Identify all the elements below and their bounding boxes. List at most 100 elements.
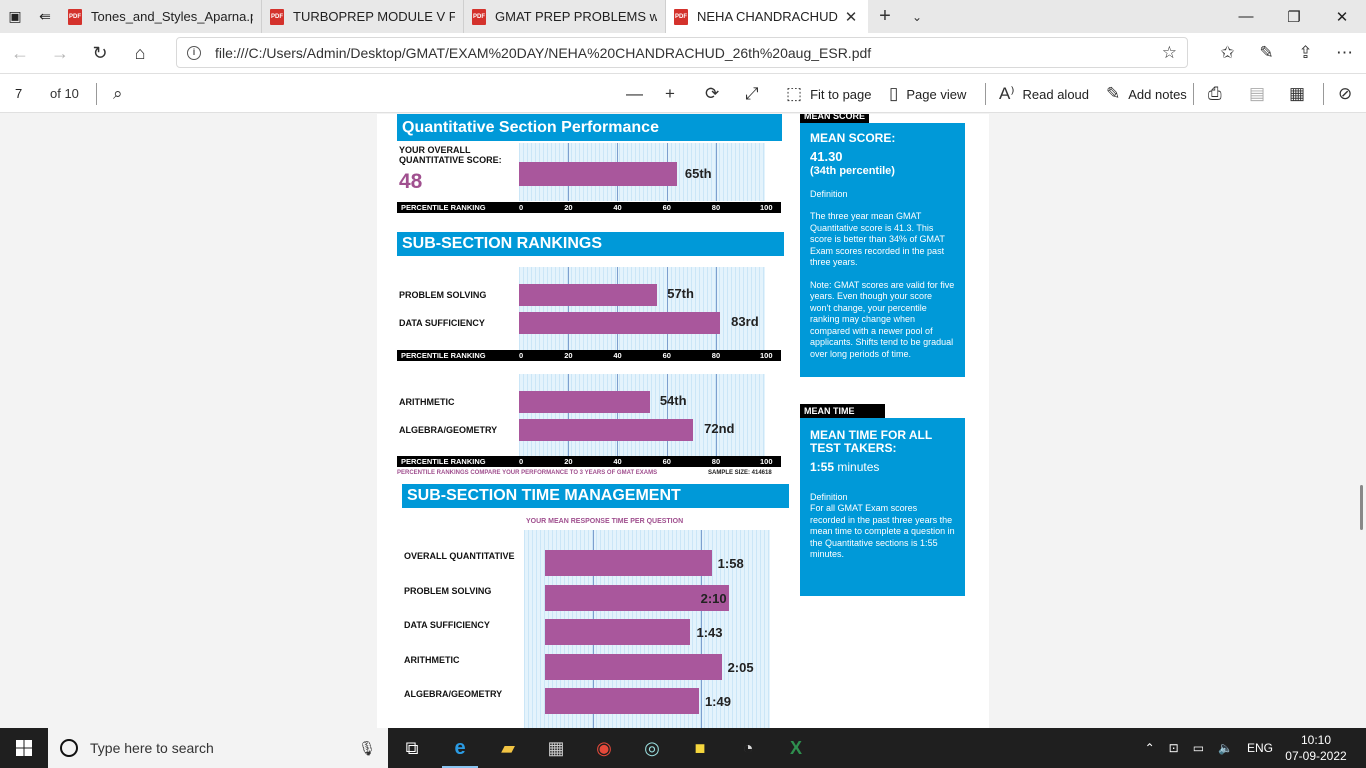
gridline — [617, 374, 619, 456]
new-tab-button[interactable]: + — [879, 5, 891, 27]
microphone-icon[interactable]: 🎙 — [358, 739, 376, 756]
fullscreen-icon[interactable]: ⤢ — [745, 84, 759, 103]
gridline — [701, 530, 703, 728]
mean-score-value: 41.30 — [810, 149, 843, 164]
pdf-icon: PDF — [270, 8, 284, 25]
axis-tick-label: 20 — [564, 351, 573, 360]
restore-icon[interactable]: ❐ — [1287, 8, 1301, 26]
tab-title: Tones_and_Styles_Aparna.pc — [91, 9, 253, 24]
forward-icon[interactable]: → — [51, 42, 69, 63]
notification-app-icon[interactable]: ⊡ — [1168, 741, 1179, 755]
more-icon[interactable]: ⋯ — [1336, 43, 1353, 62]
time-bar-label: 1:49 — [704, 694, 731, 709]
task-view-icon[interactable]: ⧉ — [405, 737, 419, 758]
time-row-label: PROBLEM SOLVING — [404, 585, 492, 596]
volume-icon[interactable]: 🔈 — [1218, 741, 1233, 755]
time-bar — [545, 688, 699, 714]
save-icon[interactable]: ▤ — [1249, 84, 1266, 103]
calculator-icon[interactable]: ▦ — [547, 737, 565, 758]
tab-2[interactable]: PDF TURBOPREP MODULE V FO — [262, 0, 464, 33]
back-icon[interactable]: ← — [11, 42, 29, 63]
time-bar — [545, 584, 729, 611]
language-indicator[interactable]: ENG — [1246, 741, 1273, 755]
info-icon[interactable]: i — [187, 45, 201, 60]
favorites-icon[interactable]: ✩ — [1220, 43, 1235, 62]
favorite-star-icon[interactable]: ☆ — [1161, 43, 1177, 62]
zoom-out-icon[interactable]: — — [626, 84, 643, 103]
file-explorer-icon[interactable]: ▰ — [501, 737, 515, 758]
sticky-notes-icon[interactable]: ■ — [694, 737, 706, 758]
time-bar-label: 2:05 — [727, 659, 754, 675]
axis-tick-label: 60 — [662, 457, 671, 466]
time-row-label: ALGEBRA/GEOMETRY — [404, 689, 503, 699]
time-bar-label: 1:58 — [717, 556, 744, 571]
percentile-bar-label: 65th — [684, 166, 712, 181]
search-icon[interactable]: ⌕ — [113, 84, 123, 103]
address-input[interactable]: i file:///C:/Users/Admin/Desktop/GMAT/EX… — [176, 37, 1188, 68]
tab-1[interactable]: PDF Tones_and_Styles_Aparna.pc — [60, 0, 262, 33]
axis-tick-label: 40 — [613, 351, 622, 360]
add-notes-button[interactable]: ✎ Add notes — [1106, 74, 1187, 114]
tab-title: TURBOPREP MODULE V FO — [293, 9, 455, 24]
rankings-b-grid — [519, 374, 765, 456]
axis-label: PERCENTILE RANKING — [401, 351, 486, 360]
scrollbar-thumb[interactable] — [1360, 485, 1363, 530]
edge-browser-icon[interactable]: e — [436, 728, 484, 768]
read-aloud-button[interactable]: A⁾ Read aloud — [999, 74, 1089, 114]
time-row-label: OVERALL QUANTITATIVE — [404, 551, 515, 561]
fit-to-page-button[interactable]: ⬚ Fit to page — [786, 74, 872, 114]
time-bar-label: 1:43 — [696, 625, 723, 640]
tab-actions-icon[interactable]: ▣ — [8, 8, 22, 24]
battery-icon[interactable]: ▭ — [1192, 741, 1205, 755]
refresh-icon[interactable]: ↻ — [92, 42, 108, 63]
excel-icon[interactable]: X — [789, 737, 802, 758]
close-tab-icon[interactable]: ✕ — [844, 8, 858, 26]
page-view-icon: ▯ — [889, 84, 899, 103]
time-bar — [545, 619, 691, 645]
vertical-tabs-icon[interactable]: ⇚ — [39, 8, 51, 24]
taskbar-search-input[interactable]: Type here to search 🎙 — [48, 728, 388, 768]
windows-start-icon[interactable] — [0, 728, 48, 768]
mean-time-box: MEAN TIME FOR ALL TEST TAKERS: 1:55 minu… — [800, 418, 965, 596]
percentile-axis: PERCENTILE RANKING 0 20 40 60 80 100 — [397, 456, 781, 467]
page-view-button[interactable]: ▯ Page view — [889, 74, 966, 114]
zoom-in-icon[interactable]: + — [665, 84, 675, 103]
pdf-icon: PDF — [674, 8, 688, 25]
axis-tick-label: 100 — [760, 351, 773, 360]
mean-score-percentile: (34th percentile) — [810, 165, 895, 177]
axis-tick-label: 80 — [711, 351, 721, 360]
axis-tick-label: 100 — [760, 203, 773, 212]
ranking-bar — [519, 312, 721, 334]
page-number-input[interactable]: 7 — [6, 80, 36, 107]
chevron-down-icon[interactable]: ⌄ — [911, 9, 923, 24]
print-icon[interactable]: ⎙ — [1208, 84, 1222, 103]
chevron-up-icon[interactable]: ⌃ — [1144, 741, 1155, 755]
page-view-label: Page view — [906, 86, 967, 102]
axis-tick-label: 40 — [613, 203, 622, 212]
clock[interactable]: 10:10 07-09-2022 — [1280, 732, 1352, 764]
gridline — [715, 267, 717, 350]
minimize-icon[interactable]: — — [1238, 8, 1254, 25]
pin-toolbar-icon[interactable]: ⊘ — [1338, 84, 1353, 103]
document-viewer[interactable]: Quantitative Section Performance YOUR OV… — [0, 114, 1366, 728]
axis-tick-label: 0 — [519, 457, 524, 466]
axis-tick-label: 0 — [519, 203, 524, 212]
ranking-row-label: PROBLEM SOLVING — [399, 290, 487, 300]
share-icon[interactable]: ⇪ — [1298, 43, 1313, 62]
clock-time: 10:10 — [1300, 733, 1332, 747]
subsection-rankings-title: SUB-SECTION RANKINGS — [397, 232, 784, 256]
time-caption: YOUR MEAN RESPONSE TIME PER QUESTION — [526, 518, 684, 525]
tab-4[interactable]: PDF NEHA CHANDRACHUD ✕ — [666, 0, 868, 33]
chrome-icon[interactable]: ◉ — [596, 737, 612, 758]
app-icon[interactable]: ◎ — [644, 737, 660, 758]
rotate-icon[interactable]: ⟳ — [705, 84, 720, 103]
clock-app-icon[interactable]: ◔ — [742, 737, 754, 758]
close-window-icon[interactable]: ✕ — [1335, 8, 1349, 26]
pen-icon: ✎ — [1106, 84, 1121, 103]
home-icon[interactable]: ⌂ — [134, 42, 146, 63]
save-as-icon[interactable]: ▦ — [1289, 84, 1306, 103]
tab-3[interactable]: PDF GMAT PREP PROBLEMS witl — [464, 0, 666, 33]
percentile-axis: PERCENTILE RANKING 0 20 40 60 80 100 — [397, 350, 781, 361]
system-tray: ⌃ ⊡ ▭ 🔈 ENG 10:10 07-09-2022 — [1138, 728, 1366, 768]
pen-icon[interactable]: ✎ — [1259, 43, 1274, 62]
